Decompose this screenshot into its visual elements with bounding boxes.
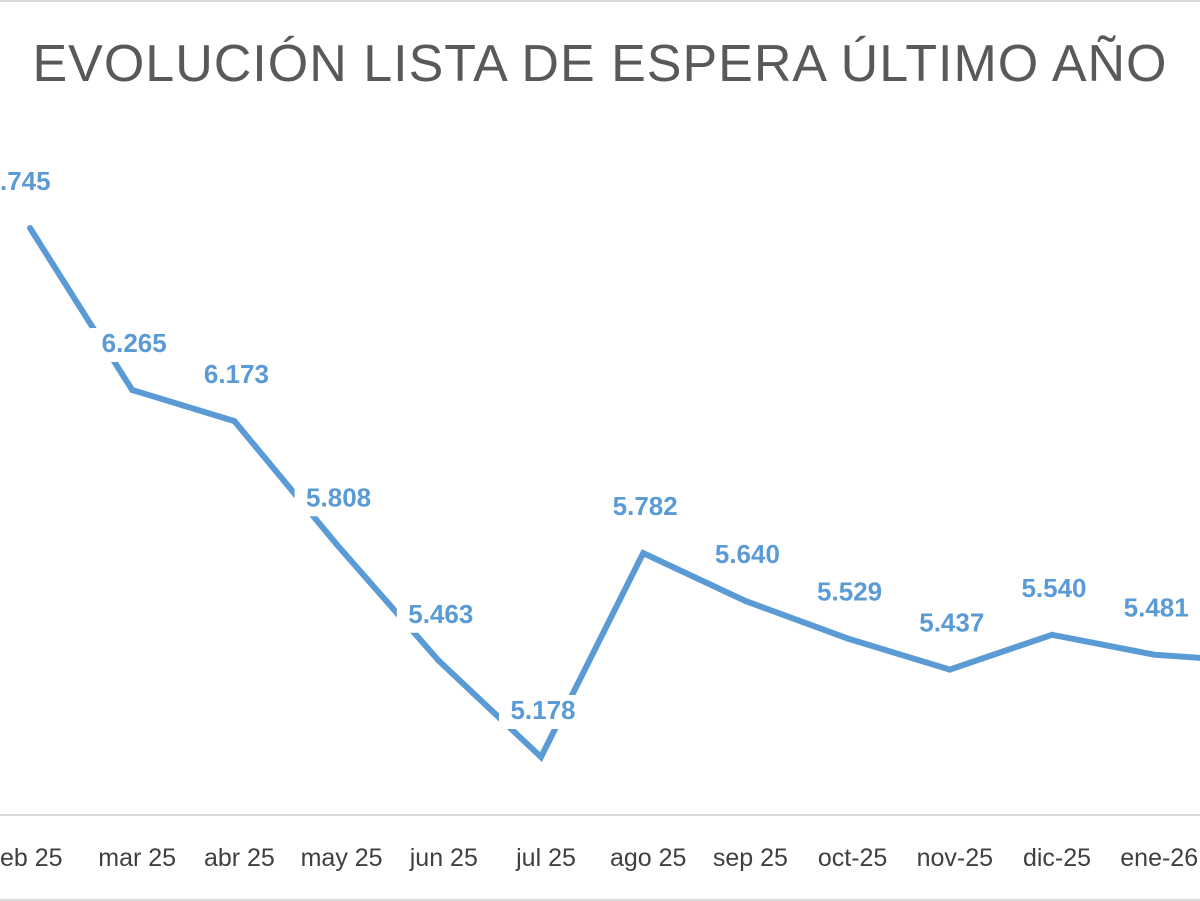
data-label-background bbox=[703, 539, 792, 573]
x-tick-label: mar 25 bbox=[98, 844, 176, 872]
data-label-group: 5.463 bbox=[396, 598, 485, 633]
data-label-group: 6.173 bbox=[192, 359, 281, 394]
data-label: 5.640 bbox=[715, 539, 780, 569]
x-tick-label: may 25 bbox=[301, 844, 383, 872]
x-tick-label: eb 25 bbox=[0, 844, 63, 872]
data-label-group: 5.437 bbox=[907, 607, 996, 642]
data-label-background bbox=[805, 576, 894, 611]
data-label: 5.540 bbox=[1021, 573, 1086, 603]
data-point bbox=[129, 387, 136, 393]
x-tick-label: abr 25 bbox=[204, 844, 275, 872]
series-group bbox=[27, 225, 1200, 762]
data-point bbox=[844, 635, 851, 642]
data-label-group: 5.640 bbox=[703, 539, 792, 573]
data-label-group: 5.540 bbox=[1010, 572, 1098, 607]
data-label-background bbox=[396, 598, 485, 633]
data-label: 5.437 bbox=[919, 608, 984, 638]
data-label-background bbox=[907, 607, 996, 642]
data-label-background bbox=[294, 482, 383, 517]
data-label: 5.782 bbox=[613, 491, 678, 521]
data-label: .745 bbox=[0, 166, 51, 196]
data-labels: .745 6.265 6.173 5.808 5.463 5.178 5.782 5.640 5… bbox=[0, 166, 1200, 729]
x-tick-label: dic-25 bbox=[1023, 844, 1091, 872]
data-point bbox=[742, 598, 749, 604]
data-label: 5.481 bbox=[1124, 593, 1189, 623]
data-label-background bbox=[192, 359, 281, 394]
data-label-background bbox=[1010, 572, 1098, 607]
data-label-group: 5.481 bbox=[1112, 592, 1200, 627]
data-label-background bbox=[499, 695, 587, 729]
data-point bbox=[1151, 651, 1158, 658]
data-label-group: 5.808 bbox=[294, 482, 383, 517]
data-point bbox=[640, 550, 647, 557]
x-axis-tick-labels: eb 25 mar 25 abr 25 may 25 jun 25 jul 25 ago 2… bbox=[0, 844, 1198, 872]
chart-title: EVOLUCIÓN LISTA DE ESPERA ÚLTIMO AÑO bbox=[32, 35, 1168, 93]
data-point bbox=[231, 418, 238, 425]
data-label: 5.463 bbox=[408, 599, 473, 629]
data-label: 5.178 bbox=[510, 695, 575, 725]
x-tick-label: sep 25 bbox=[713, 844, 788, 872]
data-label: 6.265 bbox=[102, 328, 167, 358]
data-label-group: 5.529 bbox=[805, 576, 894, 611]
data-label: 5.808 bbox=[306, 482, 371, 512]
data-label: 6.173 bbox=[204, 359, 269, 389]
x-tick-label: jul 25 bbox=[515, 844, 576, 872]
data-point bbox=[435, 657, 442, 664]
data-point bbox=[333, 541, 340, 548]
data-label-group: 5.782 bbox=[601, 491, 690, 526]
data-point bbox=[27, 225, 33, 231]
data-point bbox=[538, 754, 544, 760]
data-point bbox=[946, 666, 953, 673]
x-tick-label: jun 25 bbox=[409, 844, 478, 872]
data-label-group: .745 bbox=[0, 166, 69, 200]
data-label-group: 5.178 bbox=[499, 695, 587, 729]
data-label-group: 6.265 bbox=[90, 328, 179, 362]
data-label: 5.529 bbox=[817, 577, 882, 607]
data-label-background bbox=[601, 491, 690, 526]
x-tick-label: nov-25 bbox=[917, 844, 993, 872]
x-tick-label: oct-25 bbox=[818, 844, 887, 872]
data-label-background bbox=[1112, 592, 1200, 627]
data-point bbox=[1049, 631, 1055, 638]
data-label-background bbox=[90, 328, 179, 362]
x-tick-label: ago 25 bbox=[610, 844, 686, 872]
x-tick-label: ene-26 bbox=[1120, 844, 1198, 872]
data-label-background bbox=[0, 166, 69, 200]
